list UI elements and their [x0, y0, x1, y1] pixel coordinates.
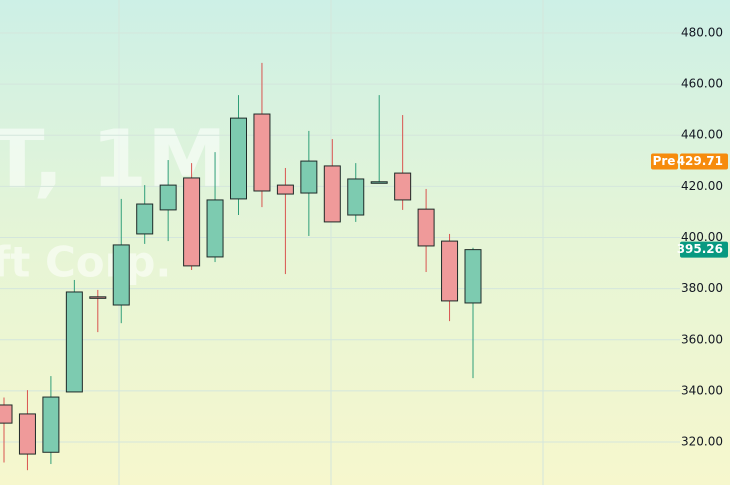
candle-body	[417, 208, 435, 247]
candle-body	[347, 178, 365, 216]
candle-body	[112, 244, 130, 306]
candle-body	[230, 117, 247, 200]
candle-body	[300, 160, 318, 194]
candle-body	[394, 172, 412, 201]
candle-body	[370, 181, 388, 184]
y-tick-label: 420.00	[681, 179, 723, 193]
candle-body	[206, 199, 224, 258]
y-tick-label: 360.00	[681, 332, 723, 346]
y-tick-label: 340.00	[681, 383, 723, 397]
candle-body	[42, 396, 60, 453]
price-tag	[680, 241, 728, 258]
candle-body	[183, 177, 201, 267]
watermark-name: ft Corp.	[0, 238, 171, 287]
candle-body	[18, 413, 36, 455]
y-tick-label: 380.00	[681, 281, 723, 295]
candle-body	[65, 291, 83, 393]
candle-body	[136, 203, 154, 235]
price-tag-prefix-label: Pre	[653, 154, 676, 168]
price-tag-prefix	[651, 153, 678, 170]
candle-body	[0, 404, 13, 424]
candle-body	[89, 296, 107, 299]
y-tick-label: 460.00	[681, 77, 723, 91]
candle-body	[464, 249, 482, 304]
price-tag	[680, 153, 728, 170]
candle-body	[276, 184, 294, 195]
candle-body	[159, 184, 177, 211]
price-tag-label: 395.26	[677, 242, 723, 256]
price-tag-label: 429.71	[677, 154, 723, 168]
y-tick-label: 320.00	[681, 435, 723, 449]
candle-body	[441, 240, 459, 302]
y-tick-label: 440.00	[681, 128, 723, 142]
y-tick-label: 400.00	[681, 230, 723, 244]
candle-body	[323, 165, 341, 223]
y-tick-label: 480.00	[681, 25, 723, 39]
candle-body	[253, 113, 271, 192]
